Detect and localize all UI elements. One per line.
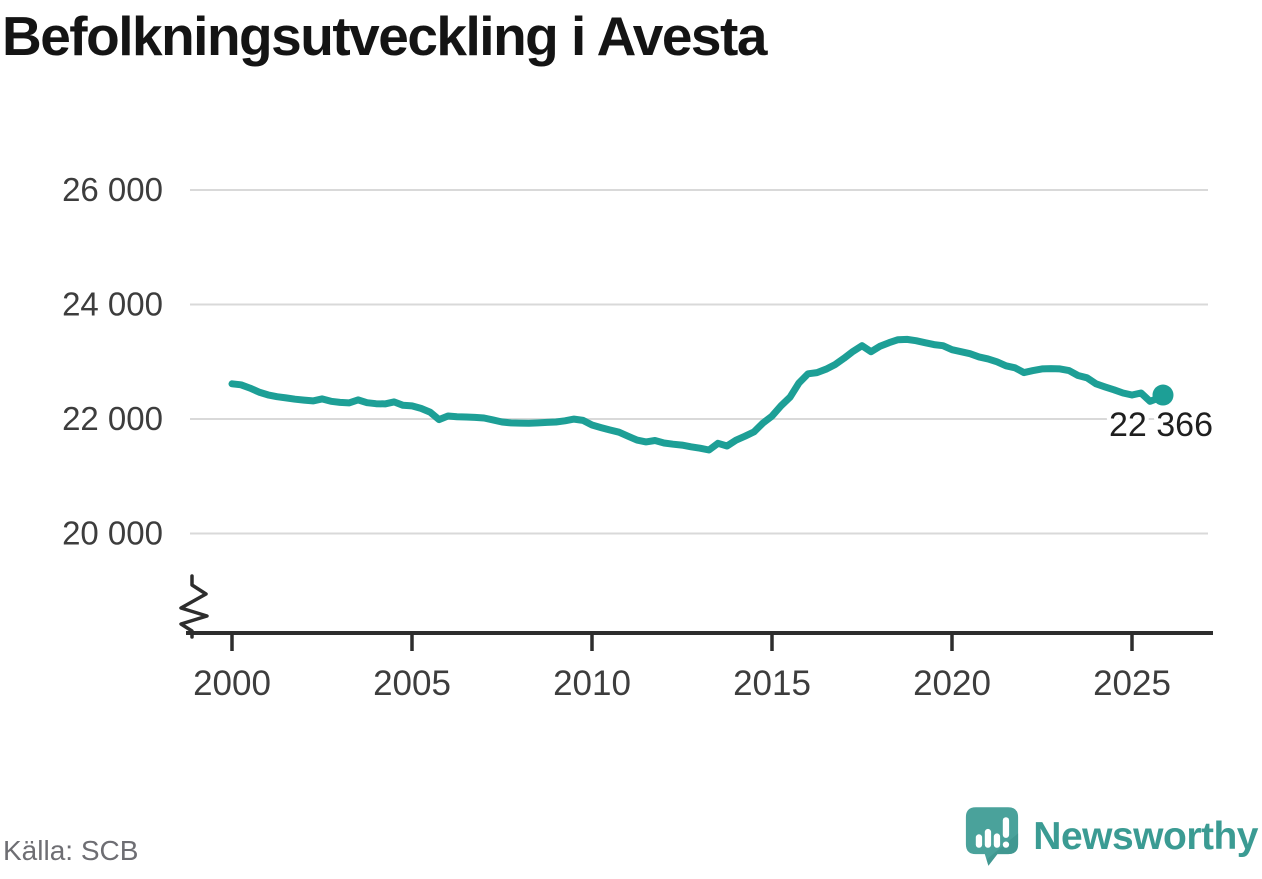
logo-bar-chart-icon — [976, 817, 1010, 848]
end-point-marker — [1152, 384, 1174, 406]
x-axis-tick-label: 2015 — [733, 664, 811, 703]
x-axis-tick-label: 2005 — [373, 664, 451, 703]
source-note: Källa: SCB — [3, 835, 139, 866]
axis-break-icon — [179, 574, 209, 639]
newsworthy-branding: Newsworthy — [965, 805, 1258, 869]
x-axis-tick-label: 2000 — [193, 664, 271, 703]
newsworthy-wordmark: Newsworthy — [1033, 815, 1258, 858]
y-axis-tick-label: 20 000 — [62, 515, 163, 552]
newsworthy-logo-icon — [966, 807, 1019, 866]
population-line — [228, 335, 1163, 454]
x-axis-tick-label: 2025 — [1093, 664, 1171, 703]
end-value-label: 22 366 — [1109, 406, 1213, 444]
x-axis-tick-label: 2010 — [553, 664, 631, 703]
x-axis-tick-label: 2020 — [913, 664, 991, 703]
y-axis-tick-label: 24 000 — [62, 286, 163, 323]
logo-shadow — [986, 833, 1019, 866]
y-axis-tick-label: 22 000 — [62, 400, 163, 437]
y-axis-tick-label: 26 000 — [62, 171, 163, 208]
page-title: Befolkningsutveckling i Avesta — [2, 5, 767, 67]
